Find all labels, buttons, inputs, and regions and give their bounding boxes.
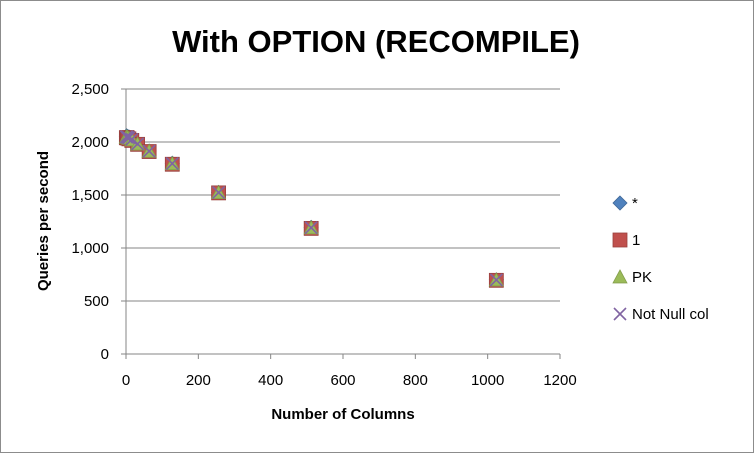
y-tick-label: 2,500 [71, 81, 109, 98]
chart-title: With OPTION (RECOMPILE) [172, 24, 580, 59]
legend-item-3: PK [612, 269, 652, 286]
data-points [118, 128, 505, 288]
x-tick-label: 800 [403, 372, 428, 389]
y-tick-label: 500 [84, 293, 109, 310]
x-tick-label: 0 [122, 372, 130, 389]
legend-item-1: * [612, 195, 638, 212]
axes [121, 88, 561, 359]
legend-label: * [632, 195, 638, 212]
legend-marker-triangle [612, 269, 628, 284]
data-point [212, 185, 226, 200]
legend-marker-x [613, 307, 627, 321]
legend-label: 1 [632, 232, 640, 249]
series-4-points [119, 130, 503, 287]
x-tick-label: 400 [258, 372, 283, 389]
legend-marker-diamond [612, 195, 628, 211]
series-1-points [118, 128, 504, 288]
y-axis-title: Queries per second [35, 151, 52, 291]
legend-item-4: Not Null col [613, 306, 709, 323]
y-tick-label: 1,500 [71, 187, 109, 204]
data-point [165, 156, 179, 171]
tick-labels: 0 500 1,000 1,500 2,000 2,500 0 200 400 600 800 100… [71, 81, 576, 389]
data-point [125, 132, 139, 146]
data-point [489, 273, 503, 287]
legend-label: PK [632, 269, 652, 286]
legend-marker-square [612, 232, 628, 248]
data-point [122, 131, 136, 145]
legend: * 1 PK Not Null col [612, 195, 709, 323]
data-point [304, 221, 318, 235]
legend-item-2: 1 [612, 232, 640, 249]
series-2-points [118, 130, 504, 288]
legend-label: Not Null col [632, 306, 709, 323]
x-tick-label: 1000 [471, 372, 504, 389]
y-tick-label: 1,000 [71, 240, 109, 257]
x-axis-title: Number of Columns [271, 406, 414, 423]
x-tick-label: 600 [330, 372, 355, 389]
x-tick-label: 200 [186, 372, 211, 389]
x-tick-label: 1200 [543, 372, 576, 389]
data-point [131, 137, 145, 151]
series-3-points [118, 129, 505, 287]
y-tick-label: 2,000 [71, 134, 109, 151]
data-point [142, 144, 156, 158]
gridlines [126, 88, 560, 302]
y-tick-label: 0 [101, 346, 109, 363]
